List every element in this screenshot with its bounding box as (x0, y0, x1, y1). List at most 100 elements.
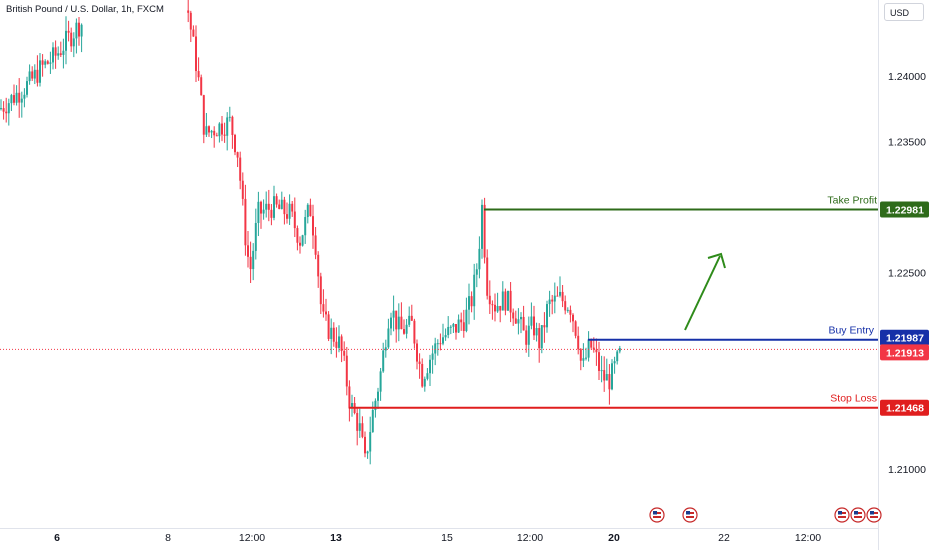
candle-body (496, 306, 499, 312)
event-icon-stripe (854, 516, 862, 518)
candle-body (366, 451, 369, 454)
candle-body (343, 350, 346, 356)
candle-body (455, 323, 457, 333)
candle-body (54, 47, 57, 56)
candle-body (356, 412, 359, 431)
candle-body (7, 103, 10, 114)
candle-body (517, 319, 520, 324)
candle-body (452, 323, 455, 327)
candle-body (413, 320, 416, 344)
candle-body (36, 69, 39, 83)
candle-body (241, 180, 244, 199)
candle-body (252, 250, 255, 270)
candle-body (205, 126, 208, 135)
candle-body (80, 24, 83, 37)
price-tag-label: 1.21913 (886, 347, 924, 359)
candle-body (559, 291, 561, 296)
candle-body (31, 71, 34, 79)
candle-body (364, 436, 366, 454)
candle-body (262, 209, 265, 214)
currency-selector[interactable]: USD (884, 3, 924, 21)
candle-body (574, 321, 577, 336)
candle-body (405, 324, 408, 334)
event-icon-ring (682, 507, 698, 523)
event-icon-stripe (686, 516, 694, 518)
y-tick-label: 1.23500 (888, 136, 926, 148)
candle-body (608, 374, 611, 390)
candle-body (595, 349, 598, 353)
candle-body (585, 357, 587, 359)
candle-body (44, 61, 47, 65)
candle-body (332, 327, 335, 342)
candle-body (249, 256, 252, 270)
x-tick-label: 8 (165, 532, 171, 544)
candle-body (361, 423, 364, 437)
candle-body (408, 315, 411, 325)
candle-body (397, 316, 400, 330)
candle-body (260, 201, 262, 214)
candle-body (426, 373, 429, 379)
candle-body (369, 432, 372, 452)
candle-body (590, 339, 593, 348)
event-icon-stripe (838, 516, 846, 518)
candle-body (18, 92, 21, 103)
y-tick-label: 1.24000 (888, 71, 926, 83)
candle-body (423, 378, 426, 387)
candle-body (460, 319, 463, 323)
x-tick-label: 15 (441, 532, 453, 544)
candle-body (26, 81, 28, 95)
candle-body (278, 204, 281, 209)
candle-body (491, 304, 494, 306)
candle-body (514, 318, 517, 324)
candle-body (20, 98, 23, 103)
trade-arrow-shaft (684, 255, 721, 331)
candle-body (403, 329, 405, 334)
candle-body (10, 95, 13, 104)
candles (0, 0, 621, 465)
candle-body (436, 343, 439, 345)
candle-body (319, 276, 322, 305)
candle-body (533, 316, 535, 336)
candle-body (273, 196, 275, 218)
event-icon-ring (866, 507, 882, 523)
candle-body (345, 355, 348, 387)
candle-body (387, 328, 390, 348)
candle-body (561, 291, 564, 302)
candle-body (226, 117, 229, 136)
candle-body (304, 217, 307, 236)
candle-body (348, 386, 351, 409)
event-icon-canton (686, 511, 690, 515)
candle-body (379, 371, 382, 392)
candle-body (228, 116, 231, 118)
candle-body (340, 336, 343, 351)
candle-body (317, 254, 320, 277)
event-icon-canton (838, 511, 842, 515)
x-tick-label: 12:00 (239, 532, 265, 544)
candle-body (202, 95, 205, 135)
candle-body (439, 343, 442, 345)
candle-body (512, 312, 515, 319)
candle-body (322, 304, 325, 312)
candle-body (442, 337, 444, 344)
event-icon-ring (649, 507, 665, 523)
candle-body (312, 216, 314, 236)
candle-body (330, 327, 333, 339)
candle-body (234, 134, 236, 153)
candle-body (306, 204, 309, 218)
candle-body (449, 326, 452, 328)
candle-body (447, 326, 450, 336)
candle-body (15, 92, 18, 103)
candle-body (598, 352, 600, 371)
price-tag-label: 1.21987 (886, 333, 924, 345)
candle-body (384, 347, 387, 351)
candle-body (283, 199, 286, 215)
candle-body (299, 242, 301, 246)
event-icon-stripe (870, 516, 878, 518)
candle-body (41, 60, 44, 65)
candle-body (465, 309, 468, 331)
event-icon-ring (834, 507, 850, 523)
level-label: Buy Entry (828, 325, 874, 337)
candle-body (390, 317, 392, 329)
candle-body (65, 30, 67, 51)
